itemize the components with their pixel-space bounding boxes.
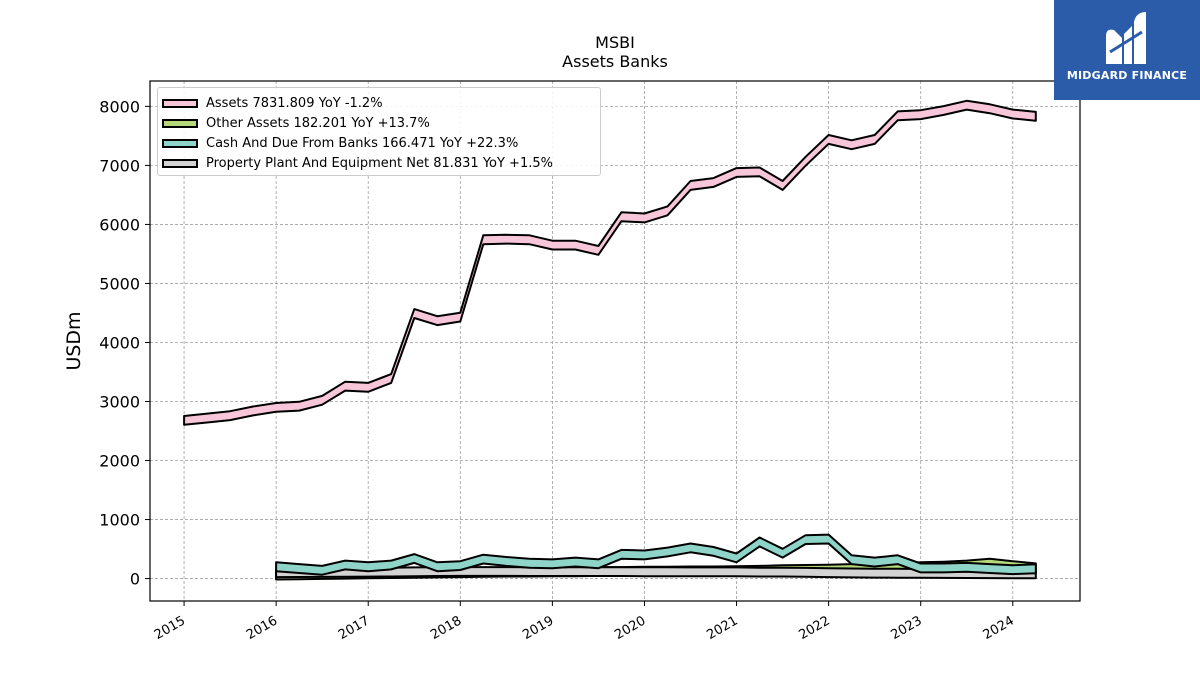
- x-tick-label: 2017: [336, 613, 372, 643]
- y-tick-label: 2000: [99, 452, 140, 471]
- legend-swatch-ppe: [162, 158, 198, 168]
- legend-item-assets: Assets 7831.809 YoY -1.2%: [162, 93, 600, 113]
- midgard-logo-icon: [1106, 12, 1146, 65]
- series-layer: [183, 99, 1037, 581]
- x-tick-label: 2020: [612, 613, 648, 643]
- x-tick-label: 2022: [796, 613, 832, 643]
- plot-frame: [149, 80, 1081, 602]
- x-tick-label: 2024: [981, 613, 1017, 643]
- y-tick-label: 6000: [99, 215, 140, 234]
- y-tick-label: 8000: [99, 97, 140, 116]
- legend-swatch-other-assets: [162, 118, 198, 128]
- y-tick-label: 3000: [99, 392, 140, 411]
- y-tick-label: 7000: [99, 156, 140, 175]
- y-tick-label: 5000: [99, 274, 140, 293]
- x-tick-label: 2015: [152, 613, 188, 643]
- legend-swatch-assets: [162, 98, 198, 108]
- y-tick-label: 0: [130, 570, 140, 589]
- series-cash-and-due-from-banks: [275, 533, 1037, 576]
- y-tick-label: 1000: [99, 511, 140, 530]
- logo-text: MIDGARD FINANCE: [1066, 69, 1188, 82]
- x-tick-label: 2021: [704, 613, 740, 643]
- legend-item-other-assets: Other Assets 182.201 YoY +13.7%: [162, 113, 600, 133]
- series-band: [183, 99, 1037, 426]
- midgard-finance-logo: MIDGARD FINANCE: [1054, 0, 1200, 100]
- legend-item-ppe: Property Plant And Equipment Net 81.831 …: [162, 153, 600, 173]
- y-axis-label: USDm: [63, 311, 85, 370]
- series-band: [275, 533, 1037, 576]
- x-tick-label: 2018: [428, 613, 464, 643]
- legend-label-other-assets: Other Assets 182.201 YoY +13.7%: [206, 115, 430, 131]
- x-tick-label: 2023: [889, 613, 925, 643]
- x-tick-label: 2019: [520, 613, 556, 643]
- legend: Assets 7831.809 YoY -1.2% Other Assets 1…: [157, 87, 601, 176]
- x-tick-label: 2016: [244, 613, 280, 643]
- y-tick-label: 4000: [99, 333, 140, 352]
- legend-item-cash: Cash And Due From Banks 166.471 YoY +22.…: [162, 133, 600, 153]
- legend-swatch-cash: [162, 138, 198, 148]
- legend-label-assets: Assets 7831.809 YoY -1.2%: [206, 95, 383, 111]
- series-assets: [183, 99, 1037, 426]
- legend-label-ppe: Property Plant And Equipment Net 81.831 …: [206, 155, 553, 171]
- legend-label-cash: Cash And Due From Banks 166.471 YoY +22.…: [206, 135, 519, 151]
- chart-subtitle: Assets Banks: [562, 52, 668, 71]
- chart-title: MSBI: [595, 33, 635, 52]
